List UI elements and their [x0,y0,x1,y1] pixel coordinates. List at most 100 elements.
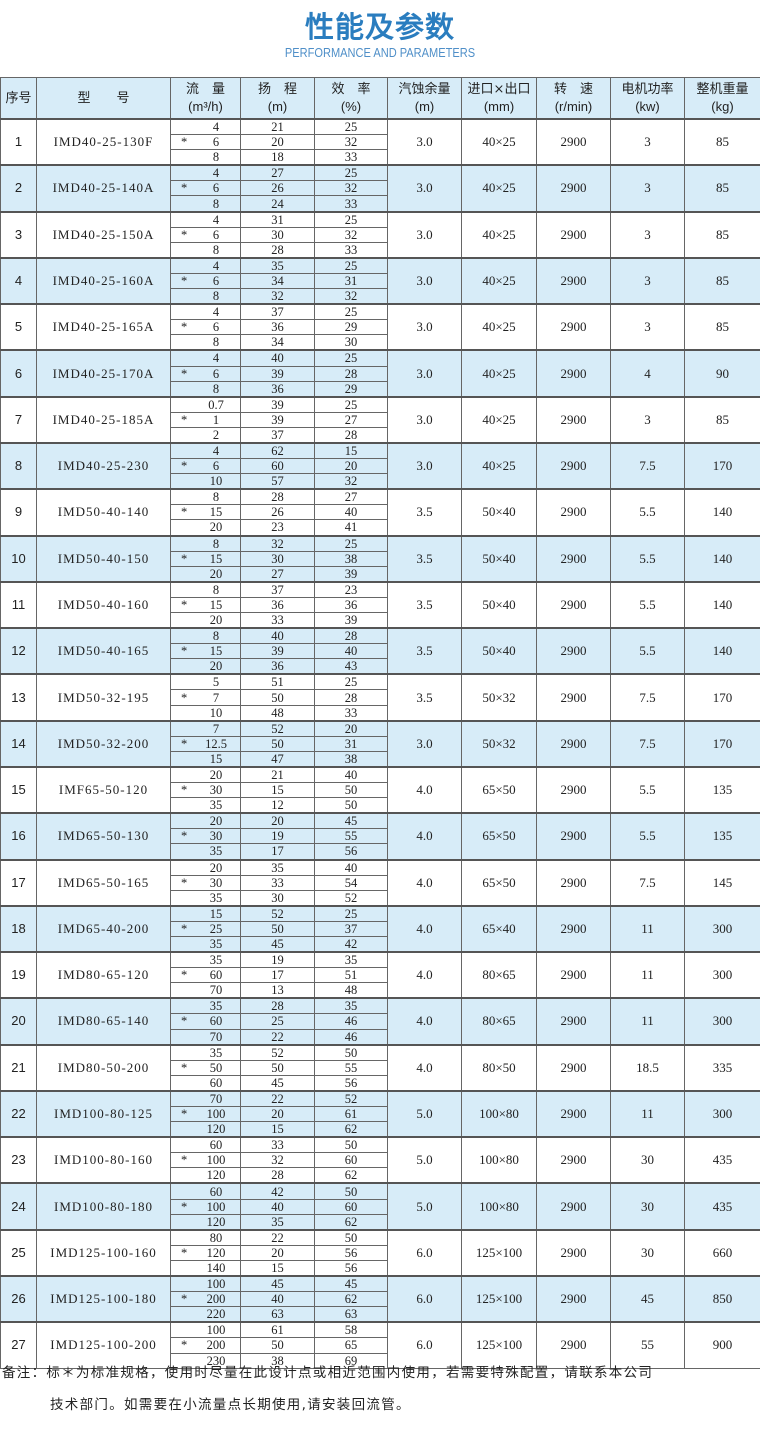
flow-value: * 30 [170,782,241,799]
table-row: 22 IMD100-80-125 70 22 52 5.0 100×80 2900 11 300 [0,1089,760,1138]
table-row: * 7 50 28 [1,689,760,706]
flow-value: 70 [170,982,241,999]
flow-value: 5 [170,673,241,691]
row-number: 13 [0,673,37,722]
efficiency-value: 50 [314,1228,388,1246]
weight-value: 85 [684,164,760,213]
table-row: 8 24 33 [1,195,760,213]
efficiency-value: 50 [314,1182,388,1200]
flow-number: 70 [209,1029,223,1044]
row-number: 22 [0,1089,37,1138]
efficiency-value: 40 [314,643,388,660]
flow-value: 20 [170,765,241,784]
flow-value: 4 [170,303,241,321]
efficiency-value: 27 [314,411,388,428]
table-row: 10 IMD50-40-150 8 32 25 3.5 50×40 2900 5.5 140 [0,534,760,583]
head-value: 38 [240,1352,315,1369]
efficiency-value: 25 [314,210,388,228]
npsh-value: 4.0 [387,997,462,1046]
efficiency-value: 56 [314,1074,388,1092]
table-row: * 6 30 32 [1,226,760,243]
table-row: 25 IMD125-100-160 80 22 50 6.0 125×100 2900 30 66… [0,1228,760,1277]
head-value: 45 [240,1275,315,1293]
flow-value: * 6 [170,226,241,243]
head-value: 30 [240,550,315,567]
flow-number: 8 [212,536,220,551]
rated-point-star: * [181,921,188,936]
table-row: * 15 26 40 [1,504,760,521]
head-value: 39 [240,395,315,413]
head-value: 25 [240,1013,315,1030]
flow-value: 140 [170,1259,241,1277]
speed-value: 2900 [536,1136,611,1184]
table-header: 序号 型 号 流 量 (m³/h) 扬 程 (m) 效 率 (%) 汽蚀余量 (m) 进… [0,77,760,120]
table-row: 35 17 56 [1,843,760,860]
efficiency-value: 55 [314,1059,388,1076]
flow-number: 10 [209,705,223,720]
flow-number: 20 [209,566,223,581]
flow-number: 8 [212,242,220,257]
table-row: * 30 15 50 [1,782,760,799]
flow-number: 70 [209,983,223,998]
flow-value: 10 [170,473,241,490]
head-value: 32 [240,288,315,305]
model-name: IMD40-25-130F [36,117,171,166]
efficiency-value: 58 [314,1321,388,1339]
npsh-value: 3.0 [387,256,462,305]
power-value: 5.5 [610,488,685,537]
head-value: 40 [240,1291,315,1308]
flow-number: 100 [206,1323,226,1338]
port-size: 50×32 [461,719,537,768]
flow-number: 8 [212,196,220,211]
flow-number: 220 [206,1307,226,1322]
head-value: 47 [240,750,315,768]
table-row: 220 63 63 [1,1306,760,1323]
model-name: IMD40-25-170A [36,349,171,398]
port-size: 40×25 [461,210,537,259]
flow-value: 60 [170,1136,241,1154]
efficiency-value: 50 [314,797,388,814]
model-name: IMD50-40-160 [36,580,171,629]
row-number: 26 [0,1275,37,1323]
flow-number: 8 [212,582,220,597]
head-value: 33 [240,874,315,891]
power-value: 5.5 [610,580,685,629]
efficiency-value: 60 [314,1198,388,1215]
flow-number: 15 [209,751,223,766]
head-value: 50 [240,1059,315,1076]
page-title: 性能及参数 [304,10,455,44]
weight-value: 170 [684,673,760,722]
flow-number: 20 [209,520,223,535]
head-value: 22 [240,1028,315,1046]
weight-value: 140 [684,488,760,537]
head-value: 52 [240,719,315,737]
speed-value: 2900 [536,210,611,259]
model-name: IMD125-100-200 [36,1321,171,1369]
flow-value: 8 [170,380,241,398]
efficiency-value: 56 [314,1244,388,1261]
head-value: 33 [240,612,315,629]
flow-value: * 6 [170,134,241,151]
npsh-value: 4.0 [387,765,462,814]
rated-point-star: * [181,1060,188,1075]
row-number: 11 [0,580,37,629]
flow-value: * 60 [170,967,241,984]
npsh-value: 3.5 [387,673,462,722]
flow-value: * 6 [170,458,241,475]
flow-number: 60 [209,1075,223,1090]
table-row: 8 28 33 [1,241,760,259]
head-value: 26 [240,504,315,521]
speed-value: 2900 [536,812,611,861]
efficiency-value: 33 [314,241,388,259]
weight-value: 85 [684,395,760,444]
head-value: 13 [240,982,315,999]
rated-point-star: * [181,1338,188,1353]
port-size: 40×25 [461,256,537,305]
npsh-value: 3.5 [387,488,462,537]
efficiency-value: 69 [314,1352,388,1369]
npsh-value: 3.0 [387,395,462,444]
head-value: 40 [240,349,315,367]
model-name: IMD40-25-185A [36,395,171,444]
efficiency-value: 62 [314,1167,388,1184]
table-row: 17 IMD65-50-165 20 35 40 4.0 65×50 2900 7.5 145 [0,858,760,907]
